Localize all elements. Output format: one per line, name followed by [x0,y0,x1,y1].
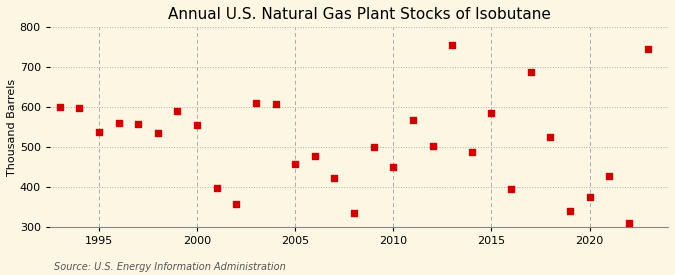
Point [231,202,242,206]
Point [74,106,84,111]
Point [113,121,124,125]
Point [211,186,222,191]
Point [172,109,183,113]
Point [447,43,458,48]
Point [54,105,65,109]
Point [466,150,477,155]
Point [250,101,261,105]
Point [545,134,556,139]
Point [329,176,340,180]
Point [349,210,360,215]
Point [486,111,497,116]
Point [94,130,105,134]
Point [388,165,399,169]
Title: Annual U.S. Natural Gas Plant Stocks of Isobutane: Annual U.S. Natural Gas Plant Stocks of … [167,7,550,22]
Point [643,47,654,51]
Y-axis label: Thousand Barrels: Thousand Barrels [7,79,17,176]
Point [309,154,320,158]
Point [624,221,634,225]
Point [584,195,595,199]
Point [290,161,300,166]
Text: Source: U.S. Energy Information Administration: Source: U.S. Energy Information Administ… [54,262,286,272]
Point [369,145,379,149]
Point [153,131,163,135]
Point [506,187,516,191]
Point [564,209,575,213]
Point [192,123,202,127]
Point [408,118,418,122]
Point [270,102,281,106]
Point [133,122,144,127]
Point [525,69,536,74]
Point [427,144,438,148]
Point [603,174,614,178]
